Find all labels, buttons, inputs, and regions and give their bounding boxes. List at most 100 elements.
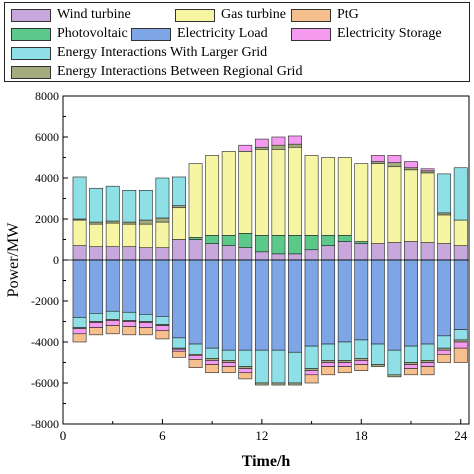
bar-electricity-storage-positive-h13 [271, 136, 286, 146]
bar-wind-turbine-positive-h10 [221, 245, 236, 261]
legend-swatch-larger-grid [11, 46, 51, 60]
bar-gas-turbine-positive-h19 [370, 163, 385, 244]
bar-energy-interactions-with-larger-grid-negative-h21 [404, 345, 418, 363]
bar-electricity-load-negative-h17 [337, 259, 352, 343]
legend-item-regional-grid: Energy Interactions Between Regional Gri… [11, 63, 302, 81]
bar-wind-turbine-positive-h17 [337, 241, 352, 261]
bar-energy-interactions-between-regional-grid-negative-h17 [337, 360, 352, 363]
legend-item-electricity-load: Electricity Load [131, 25, 268, 43]
legend-label-electricity-load: Electricity Load [177, 26, 268, 41]
y-tick-label--8000: -8000 [31, 417, 59, 431]
y-tick-label--2000: -2000 [31, 294, 59, 308]
bar-layer [72, 135, 468, 386]
bar-energy-interactions-with-larger-grid-negative-h7 [172, 337, 186, 349]
bar-wind-turbine-positive-h21 [404, 241, 418, 261]
bar-energy-interactions-with-larger-grid-positive-h24 [453, 167, 468, 221]
bar-wind-turbine-positive-h14 [288, 253, 302, 261]
bar-energy-interactions-between-regional-grid-positive-h6 [155, 217, 170, 223]
bar-electricity-load-negative-h22 [420, 259, 435, 345]
bar-photovoltaic-positive-h16 [321, 235, 336, 246]
bar-energy-interactions-between-regional-grid-negative-h22 [420, 360, 435, 363]
bar-electricity-storage-negative-h8 [188, 355, 203, 360]
bar-electricity-load-negative-h13 [271, 259, 286, 351]
bar-energy-interactions-with-larger-grid-positive-h2 [89, 187, 104, 223]
bar-photovoltaic-positive-h12 [254, 235, 269, 253]
bar-gas-turbine-positive-h18 [354, 163, 369, 242]
bar-electricity-storage-negative-h24 [453, 341, 468, 349]
bar-electricity-storage-negative-h6 [155, 325, 170, 332]
bar-gas-turbine-positive-h21 [404, 169, 418, 242]
bar-energy-interactions-with-larger-grid-positive-h23 [437, 173, 452, 214]
y-tick-label-0: 0 [53, 253, 59, 267]
bar-energy-interactions-between-regional-grid-negative-h12 [254, 382, 269, 386]
bar-photovoltaic-positive-h9 [205, 235, 220, 244]
bar-energy-interactions-with-larger-grid-negative-h6 [155, 316, 170, 325]
bar-ptg-negative-h15 [304, 374, 319, 384]
legend-swatch-wind-turbine [11, 8, 51, 22]
bar-energy-interactions-between-regional-grid-negative-h23 [437, 347, 452, 351]
bar-gas-turbine-positive-h11 [238, 151, 253, 234]
legend-swatch-regional-grid [11, 65, 51, 79]
bar-gas-turbine-positive-h10 [221, 151, 236, 236]
x-tick-label-0: 0 [60, 428, 67, 443]
bar-gas-turbine-positive-h9 [205, 155, 220, 236]
bar-energy-interactions-between-regional-grid-positive-h21 [404, 167, 418, 171]
bar-electricity-load-negative-h7 [172, 259, 186, 339]
x-axis-label: Time/h [242, 453, 291, 470]
bar-gas-turbine-positive-h24 [453, 219, 468, 246]
bar-energy-interactions-with-larger-grid-negative-h17 [337, 341, 352, 361]
bar-gas-turbine-positive-h16 [321, 157, 336, 236]
bar-electricity-storage-negative-h18 [354, 360, 369, 365]
bar-gas-turbine-positive-h20 [387, 166, 402, 243]
bar-energy-interactions-with-larger-grid-negative-h18 [354, 339, 369, 359]
bar-photovoltaic-positive-h17 [337, 235, 352, 242]
bar-energy-interactions-between-regional-grid-positive-h20 [387, 162, 402, 168]
bar-electricity-load-negative-h4 [122, 259, 137, 313]
bar-energy-interactions-with-larger-grid-negative-h1 [72, 317, 87, 328]
x-tick-label-24: 24 [454, 428, 468, 443]
legend-swatch-electricity-storage [291, 27, 331, 41]
bar-energy-interactions-with-larger-grid-positive-h3 [105, 185, 120, 222]
bar-electricity-storage-negative-h21 [404, 364, 418, 369]
bar-electricity-storage-negative-h2 [89, 322, 104, 328]
bar-energy-interactions-with-larger-grid-negative-h15 [304, 345, 319, 369]
bar-energy-interactions-between-regional-grid-positive-h14 [288, 143, 302, 148]
bar-ptg-negative-h22 [420, 366, 435, 376]
bar-energy-interactions-between-regional-grid-negative-h13 [271, 382, 286, 386]
legend-item-ptg: PtG [291, 6, 359, 24]
bar-energy-interactions-with-larger-grid-positive-h6 [155, 177, 170, 219]
y-tick-label-8000: 8000 [35, 89, 59, 103]
bar-electricity-storage-negative-h15 [304, 370, 319, 376]
bar-electricity-storage-positive-h19 [370, 155, 385, 162]
bar-energy-interactions-between-regional-grid-positive-h7 [172, 205, 186, 209]
bar-gas-turbine-positive-h2 [89, 223, 104, 247]
bar-electricity-load-negative-h24 [453, 259, 468, 330]
bar-energy-interactions-with-larger-grid-negative-h20 [387, 349, 402, 376]
bar-wind-turbine-positive-h7 [172, 239, 186, 261]
legend-label-wind-turbine: Wind turbine [57, 7, 131, 22]
y-tick-label-4000: 4000 [35, 171, 59, 185]
bar-energy-interactions-with-larger-grid-negative-h4 [122, 311, 137, 321]
bar-electricity-storage-negative-h1 [72, 328, 87, 335]
legend: Wind turbine Gas turbine PtG Photovoltai… [4, 2, 470, 82]
x-tick-label-12: 12 [255, 428, 268, 443]
bar-energy-interactions-between-regional-grid-negative-h10 [221, 360, 236, 363]
bar-energy-interactions-between-regional-grid-positive-h4 [122, 221, 137, 225]
bar-electricity-storage-positive-h21 [404, 161, 418, 169]
bar-wind-turbine-positive-h11 [238, 247, 253, 261]
bar-electricity-storage-negative-h7 [172, 348, 186, 352]
bar-gas-turbine-positive-h6 [155, 221, 170, 249]
bar-energy-interactions-between-regional-grid-positive-h22 [420, 170, 435, 174]
bar-photovoltaic-positive-h11 [238, 233, 253, 249]
bar-energy-interactions-with-larger-grid-negative-h16 [321, 343, 336, 361]
bar-electricity-storage-negative-h4 [122, 321, 137, 327]
bar-energy-interactions-with-larger-grid-negative-h5 [138, 314, 153, 322]
bar-energy-interactions-with-larger-grid-negative-h14 [288, 351, 302, 384]
bar-wind-turbine-positive-h12 [254, 251, 269, 261]
bar-wind-turbine-positive-h24 [453, 245, 468, 261]
bar-energy-interactions-with-larger-grid-negative-h12 [254, 349, 269, 384]
legend-label-electricity-storage: Electricity Storage [337, 26, 442, 41]
bar-gas-turbine-positive-h23 [437, 214, 452, 244]
bar-energy-interactions-between-regional-grid-positive-h2 [89, 221, 104, 225]
